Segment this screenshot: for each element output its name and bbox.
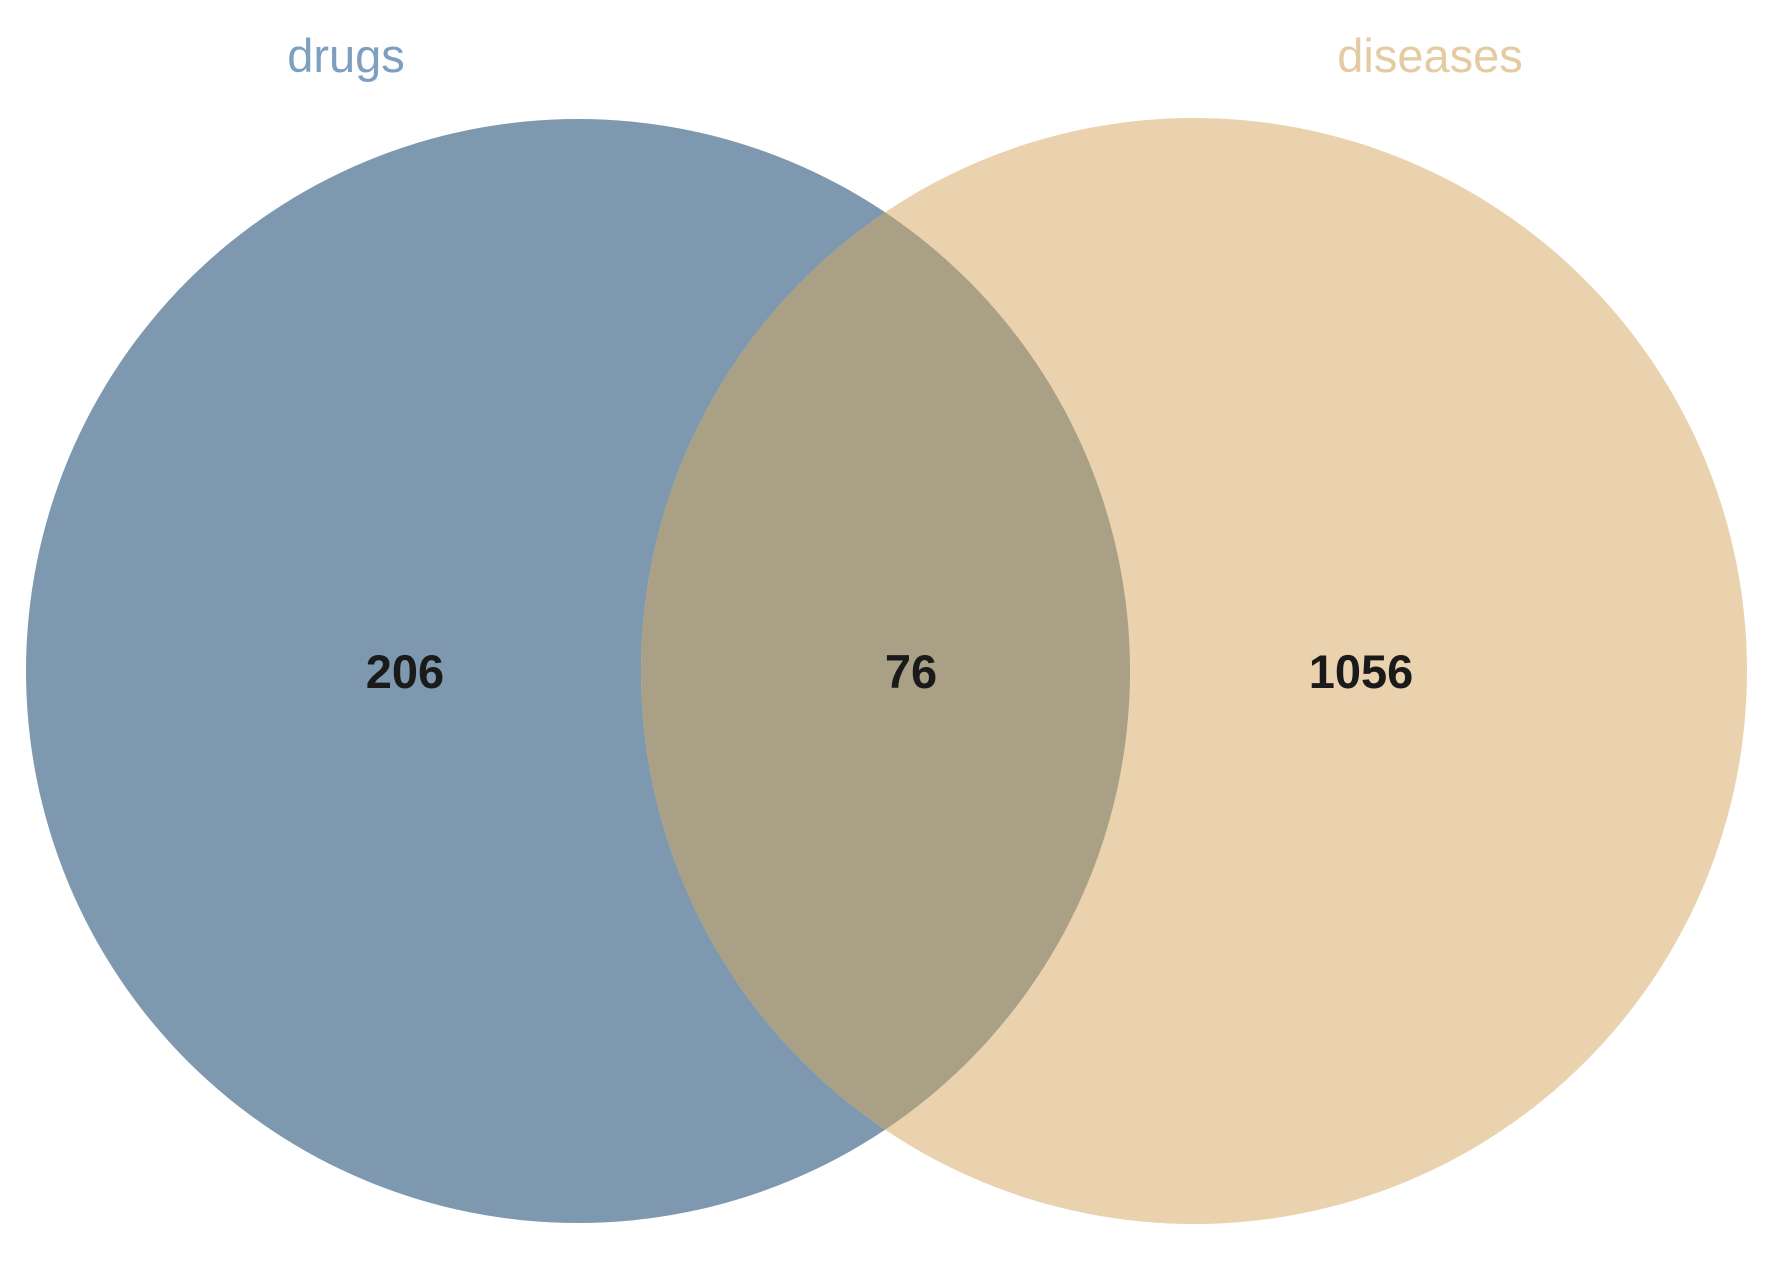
count-diseases-only: 1056 (1309, 645, 1414, 698)
intersection-region (641, 119, 1130, 1223)
count-drugs-only: 206 (366, 645, 444, 698)
set-label-diseases: diseases (1337, 29, 1523, 82)
count-intersection: 76 (885, 645, 937, 698)
set-label-drugs: drugs (287, 29, 405, 82)
